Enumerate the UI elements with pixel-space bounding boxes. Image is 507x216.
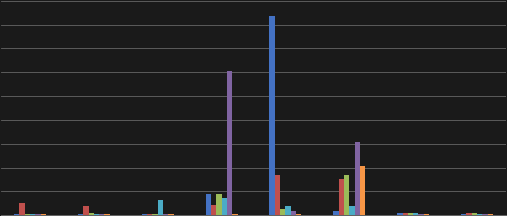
Bar xyxy=(19,203,25,215)
Bar xyxy=(291,211,296,215)
Bar xyxy=(153,214,158,215)
Bar xyxy=(142,214,147,215)
Bar xyxy=(360,166,365,215)
Bar xyxy=(408,213,413,215)
Bar xyxy=(424,214,429,215)
Bar xyxy=(211,205,216,215)
Bar xyxy=(14,214,19,215)
Bar xyxy=(488,214,493,215)
Bar xyxy=(227,71,232,215)
Bar xyxy=(461,214,466,215)
Bar xyxy=(104,214,110,215)
Bar xyxy=(99,214,104,215)
Bar xyxy=(285,206,291,215)
Bar xyxy=(413,213,418,215)
Bar xyxy=(403,213,408,215)
Bar xyxy=(158,200,163,215)
Bar xyxy=(35,214,41,215)
Bar xyxy=(477,214,482,215)
Bar xyxy=(482,214,488,215)
Bar xyxy=(216,194,222,215)
Bar xyxy=(25,214,30,215)
Bar xyxy=(466,213,472,215)
Bar xyxy=(206,194,211,215)
Bar xyxy=(333,211,339,215)
Bar xyxy=(168,214,174,215)
Bar xyxy=(339,178,344,215)
Bar xyxy=(94,214,99,215)
Bar xyxy=(280,209,285,215)
Bar xyxy=(269,16,275,215)
Bar xyxy=(397,213,403,215)
Bar xyxy=(83,206,89,215)
Bar xyxy=(354,142,360,215)
Bar xyxy=(147,214,153,215)
Bar xyxy=(78,214,83,215)
Bar xyxy=(89,213,94,215)
Bar xyxy=(344,175,349,215)
Bar xyxy=(418,214,424,215)
Bar xyxy=(275,175,280,215)
Bar xyxy=(296,214,301,215)
Bar xyxy=(349,206,354,215)
Bar xyxy=(232,214,238,215)
Bar xyxy=(472,213,477,215)
Bar xyxy=(222,199,227,215)
Bar xyxy=(30,214,35,215)
Bar xyxy=(41,214,46,215)
Bar xyxy=(163,214,168,215)
